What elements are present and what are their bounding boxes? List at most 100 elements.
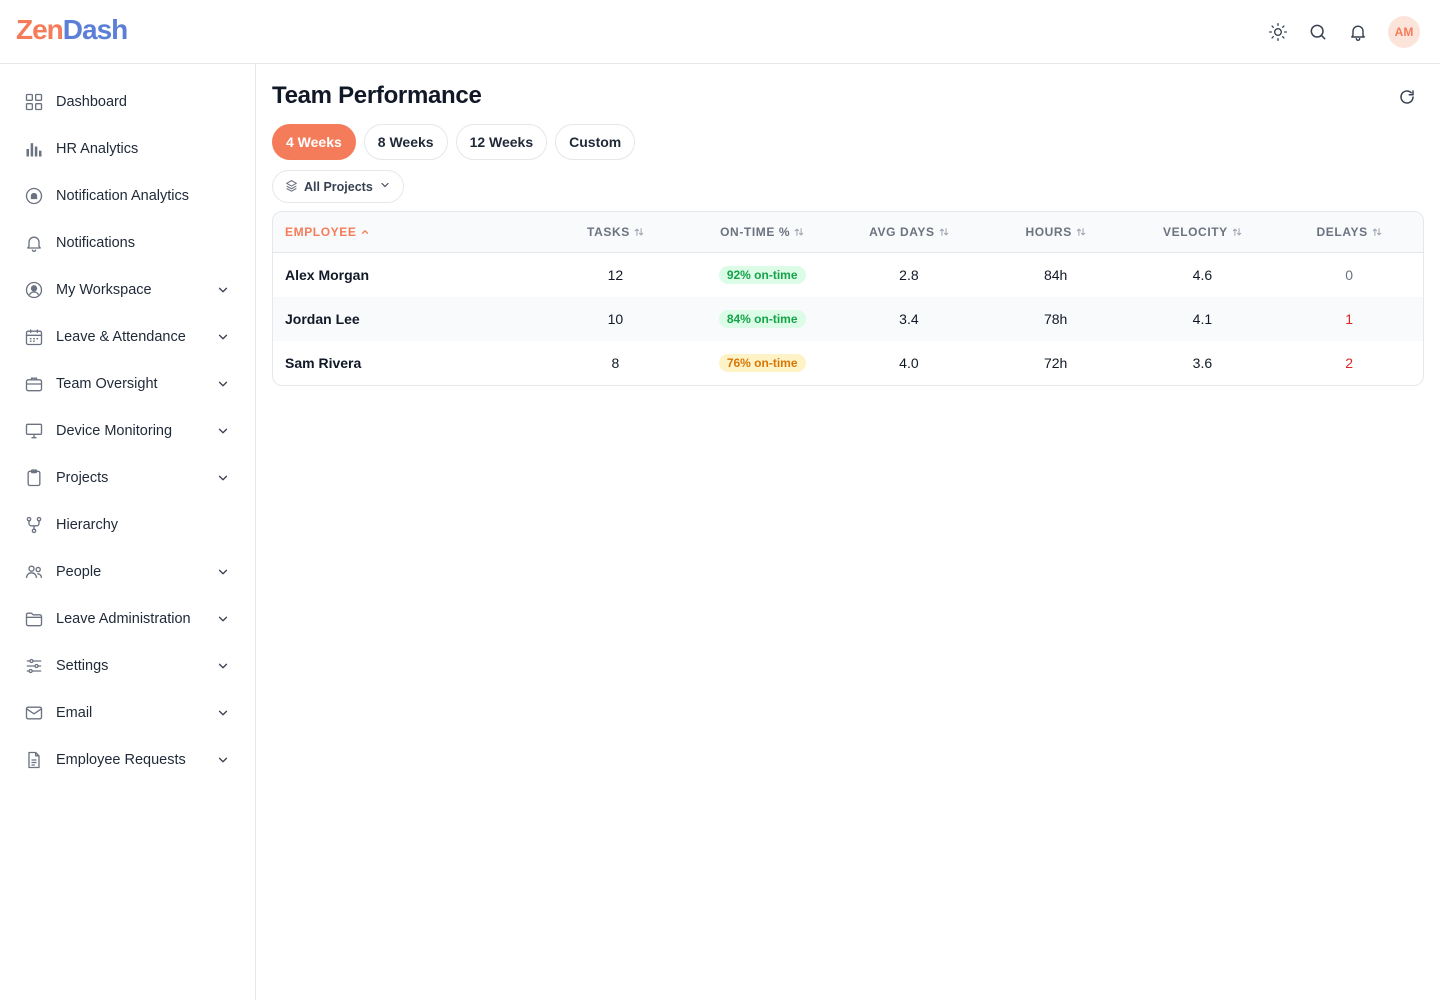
sidebar-item-notifications[interactable]: Notifications	[0, 219, 255, 266]
tab-8-weeks[interactable]: 8 Weeks	[363, 124, 448, 160]
tab-4-weeks[interactable]: 4 Weeks	[272, 124, 356, 160]
cell-value: Alex Morgan	[285, 267, 370, 283]
top-bar: ZenDash AM	[0, 0, 1440, 64]
user-avatar[interactable]: AM	[1388, 16, 1420, 48]
project-filter-dropdown[interactable]: All Projects	[272, 170, 404, 203]
column-header-label: ON-TIME %	[720, 225, 791, 239]
hierarchy-icon	[24, 515, 44, 535]
column-header-hours[interactable]: HOURS	[982, 225, 1130, 239]
sidebar-item-device-monitoring[interactable]: Device Monitoring	[0, 407, 255, 454]
chevron-down-icon[interactable]	[215, 564, 231, 580]
sidebar-item-leave-and-attendance[interactable]: Leave & Attendance	[0, 313, 255, 360]
layers-icon	[285, 179, 298, 195]
column-header-delays[interactable]: DELAYS	[1275, 225, 1423, 239]
chevron-down-icon[interactable]	[215, 470, 231, 486]
cell-value: Jordan Lee	[285, 311, 360, 327]
sidebar-item-label: Dashboard	[56, 93, 127, 110]
column-header-label: EMPLOYEE	[285, 225, 357, 239]
sidebar-item-settings[interactable]: Settings	[0, 642, 255, 689]
sort-icon	[1372, 227, 1382, 237]
cell-value: 8	[611, 355, 620, 371]
project-filter-label: All Projects	[304, 179, 373, 194]
search-icon[interactable]	[1306, 20, 1330, 44]
top-actions: AM	[1266, 16, 1420, 48]
sort-icon	[1076, 227, 1086, 237]
sidebar-item-hr-analytics[interactable]: HR Analytics	[0, 125, 255, 172]
column-header-label: AVG DAYS	[869, 225, 935, 239]
column-header-label: TASKS	[587, 225, 630, 239]
cell-value: 84h	[1043, 267, 1068, 283]
table-body: Alex Morgan 12 92% on-time 2.8 84h 4.6 0 Jordan…	[273, 253, 1423, 385]
chevron-down-icon[interactable]	[215, 376, 231, 392]
sidebar-item-label: HR Analytics	[56, 140, 139, 157]
on-time-badge: 92% on-time	[718, 266, 806, 284]
briefcase-icon	[24, 374, 44, 394]
chevron-down-icon[interactable]	[215, 423, 231, 439]
sidebar-item-label: Email	[56, 704, 93, 721]
sun-icon[interactable]	[1266, 20, 1290, 44]
cell-employee: Sam Rivera	[273, 355, 543, 371]
monitor-icon	[24, 421, 44, 441]
chevron-down-icon[interactable]	[215, 752, 231, 768]
sidebar-item-hierarchy[interactable]: Hierarchy	[0, 501, 255, 548]
cell-value: 72h	[1043, 355, 1068, 371]
tab-custom[interactable]: Custom	[555, 124, 636, 160]
cell-tasks: 12	[543, 267, 689, 283]
cell-value: 12	[607, 267, 624, 283]
cell-value: 0	[1345, 267, 1354, 283]
cell-value: 4.6	[1192, 267, 1213, 283]
performance-table: EMPLOYEE TASKS ON-TIME % AVG DAYS HOURS VELOC…	[272, 211, 1424, 386]
cell-value: 1	[1345, 311, 1354, 327]
table-header: EMPLOYEE TASKS ON-TIME % AVG DAYS HOURS VELOC…	[273, 212, 1423, 253]
bell-icon[interactable]	[1346, 20, 1370, 44]
sidebar-item-people[interactable]: People	[0, 548, 255, 595]
sidebar-item-label: Device Monitoring	[56, 422, 173, 439]
table-row[interactable]: Alex Morgan 12 92% on-time 2.8 84h 4.6 0	[273, 253, 1423, 297]
cell-hours: 78h	[982, 311, 1130, 327]
logo-text-zen: Zen	[16, 14, 64, 45]
column-header-employee[interactable]: EMPLOYEE	[273, 225, 543, 239]
chevron-down-icon[interactable]	[215, 705, 231, 721]
bell-circle-icon	[24, 186, 44, 206]
column-header-label: VELOCITY	[1162, 225, 1228, 239]
user-circle-icon	[24, 280, 44, 300]
column-header-on-time[interactable]: ON-TIME %	[688, 225, 836, 239]
column-header-tasks[interactable]: TASKS	[543, 225, 689, 239]
cell-velocity: 4.6	[1130, 267, 1276, 283]
sidebar-item-employee-requests[interactable]: Employee Requests	[0, 736, 255, 783]
column-header-velocity[interactable]: VELOCITY	[1130, 225, 1276, 239]
cell-tasks: 8	[543, 355, 689, 371]
chevron-down-icon[interactable]	[215, 282, 231, 298]
column-header-avg-days[interactable]: AVG DAYS	[836, 225, 982, 239]
chevron-down-icon[interactable]	[215, 658, 231, 674]
cell-on-time: 76% on-time	[688, 354, 836, 372]
chevron-down-icon[interactable]	[215, 329, 231, 345]
clipboard-icon	[24, 468, 44, 488]
sidebar-item-team-oversight[interactable]: Team Oversight	[0, 360, 255, 407]
sidebar-item-leave-administration[interactable]: Leave Administration	[0, 595, 255, 642]
sidebar-item-label: My Workspace	[56, 281, 152, 298]
sidebar-item-dashboard[interactable]: Dashboard	[0, 78, 255, 125]
sort-ascending-icon	[360, 227, 370, 237]
cell-velocity: 4.1	[1130, 311, 1276, 327]
cell-hours: 84h	[982, 267, 1130, 283]
cell-velocity: 3.6	[1130, 355, 1276, 371]
sidebar-item-projects[interactable]: Projects	[0, 454, 255, 501]
refresh-icon[interactable]	[1396, 86, 1418, 108]
sidebar-item-email[interactable]: Email	[0, 689, 255, 736]
cell-value: 78h	[1043, 311, 1068, 327]
sidebar-item-label: Hierarchy	[56, 516, 119, 533]
sidebar-item-my-workspace[interactable]: My Workspace	[0, 266, 255, 313]
tab-12-weeks[interactable]: 12 Weeks	[455, 124, 548, 160]
sort-icon	[939, 227, 949, 237]
sidebar-item-label: Settings	[56, 657, 109, 674]
table-row[interactable]: Sam Rivera 8 76% on-time 4.0 72h 3.6 2	[273, 341, 1423, 385]
sidebar-item-notification-analytics[interactable]: Notification Analytics	[0, 172, 255, 219]
cell-value: 3.4	[899, 311, 919, 327]
sliders-icon	[24, 656, 44, 676]
cell-on-time: 92% on-time	[688, 266, 836, 284]
app-logo[interactable]: ZenDash	[16, 14, 128, 46]
table-row[interactable]: Jordan Lee 10 84% on-time 3.4 78h 4.1 1	[273, 297, 1423, 341]
cell-avg-days: 2.8	[836, 267, 982, 283]
chevron-down-icon[interactable]	[215, 611, 231, 627]
